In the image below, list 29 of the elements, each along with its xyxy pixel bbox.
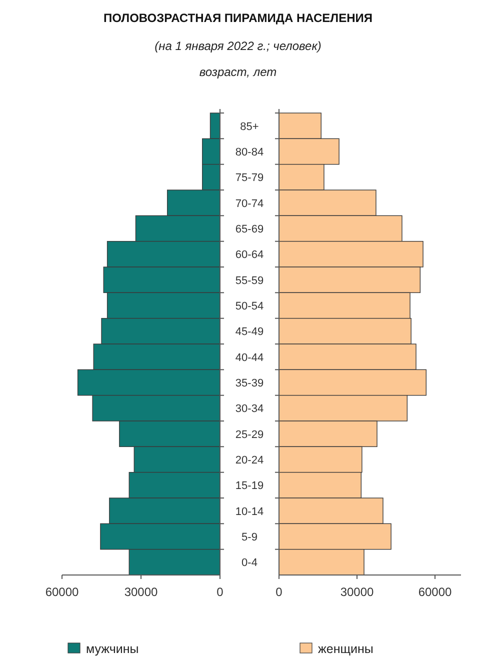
legend-label: женщины: [318, 642, 374, 656]
y-tick-label: 85+: [240, 120, 259, 133]
legend-label: мужчины: [86, 642, 139, 656]
y-tick-label: 15-19: [235, 480, 264, 492]
x-tick-label: 0: [276, 585, 283, 599]
y-tick-label: 0-4: [242, 557, 258, 570]
x-tick-label: 30000: [124, 585, 158, 599]
y-tick-label: 65-69: [235, 224, 264, 236]
y-tick-label: 60-64: [235, 249, 264, 262]
chart-title: ПОЛОВОЗРАСТНАЯ ПИРАМИДА НАСЕЛЕНИЯ: [103, 11, 373, 25]
y-tick-label: 80-84: [235, 146, 264, 158]
y-tick-label: 30-34: [235, 403, 264, 416]
y-tick-label: 40-44: [235, 352, 264, 364]
x-tick-label: 0: [216, 585, 224, 599]
x-tick-label: 60000: [418, 585, 452, 599]
y-tick-label: 35-39: [235, 378, 264, 390]
y-tick-label: 55-59: [235, 274, 264, 287]
y-tick-label: 75-79: [235, 172, 264, 184]
y-tick-label: 10-14: [235, 506, 264, 518]
y-axis-title: возраст, лет: [199, 65, 277, 79]
y-tick-label: 20-24: [235, 454, 264, 466]
y-tick-label: 70-74: [235, 198, 264, 210]
x-tick-label: 30000: [340, 585, 374, 599]
chart-subtitle: (на 1 января 2022 г.; человек): [154, 39, 322, 53]
y-tick-label: 25-29: [235, 428, 264, 441]
y-tick-label: 45-49: [235, 326, 264, 338]
y-tick-label: 5-9: [242, 532, 258, 544]
y-tick-label: 50-54: [235, 300, 264, 312]
x-tick-label: 60000: [45, 585, 80, 599]
